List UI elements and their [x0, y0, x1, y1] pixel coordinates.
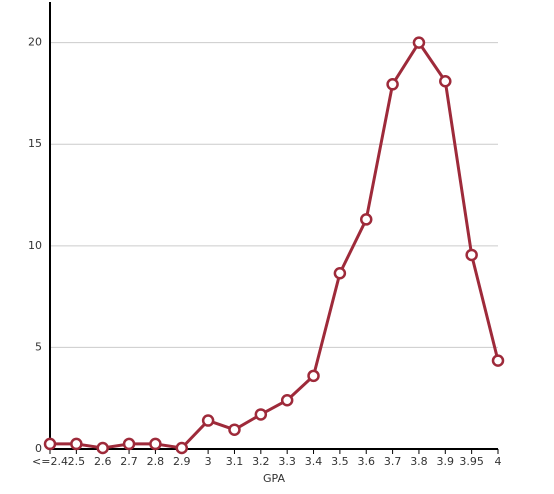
point [439, 74, 452, 88]
x-tick-label: 2.9 [173, 455, 191, 468]
x-tick-label: 3.2 [252, 455, 270, 468]
point [175, 441, 189, 455]
point [386, 78, 399, 91]
x-axis-label: GPA [263, 472, 285, 485]
y-tick-label: 5 [35, 340, 42, 353]
point [280, 393, 294, 407]
x-tick-label: 3.7 [384, 455, 402, 468]
point [70, 437, 83, 451]
point [359, 213, 373, 226]
x-tick-label: 3 [205, 455, 212, 468]
x-tick-label: 3.95 [459, 455, 484, 468]
x-tick-label: 3.5 [331, 455, 349, 468]
point [43, 437, 57, 451]
y-tick-label: 0 [35, 442, 42, 455]
point [96, 441, 109, 455]
x-tick-label: 2.5 [68, 455, 86, 468]
point [307, 369, 320, 383]
point [149, 437, 162, 451]
x-tick-label: 2.8 [147, 455, 165, 468]
x-tick-label: 3.9 [437, 455, 455, 468]
x-tick-label: <=2.4 [32, 455, 68, 468]
x-tick-label: 4 [495, 455, 502, 468]
point [491, 354, 505, 367]
point [333, 266, 347, 280]
point [122, 437, 136, 451]
point [465, 248, 478, 262]
y-tick-label: 10 [28, 239, 42, 252]
x-tick-label: 3.6 [357, 455, 375, 468]
point [254, 408, 268, 421]
line [50, 41, 500, 450]
point [228, 423, 241, 436]
x-tick-label: 2.7 [120, 455, 138, 468]
y-tick-label: 20 [28, 36, 42, 49]
point [412, 36, 426, 49]
x-tick-label: 3.1 [226, 455, 244, 468]
x-tick-label: 2.6 [94, 455, 112, 468]
x-tick-label: 3.8 [410, 455, 428, 468]
x-tick-label: 3.4 [305, 455, 323, 468]
point [201, 414, 215, 427]
y-tick-label: 15 [28, 137, 42, 150]
x-tick-label: 3.3 [278, 455, 296, 468]
